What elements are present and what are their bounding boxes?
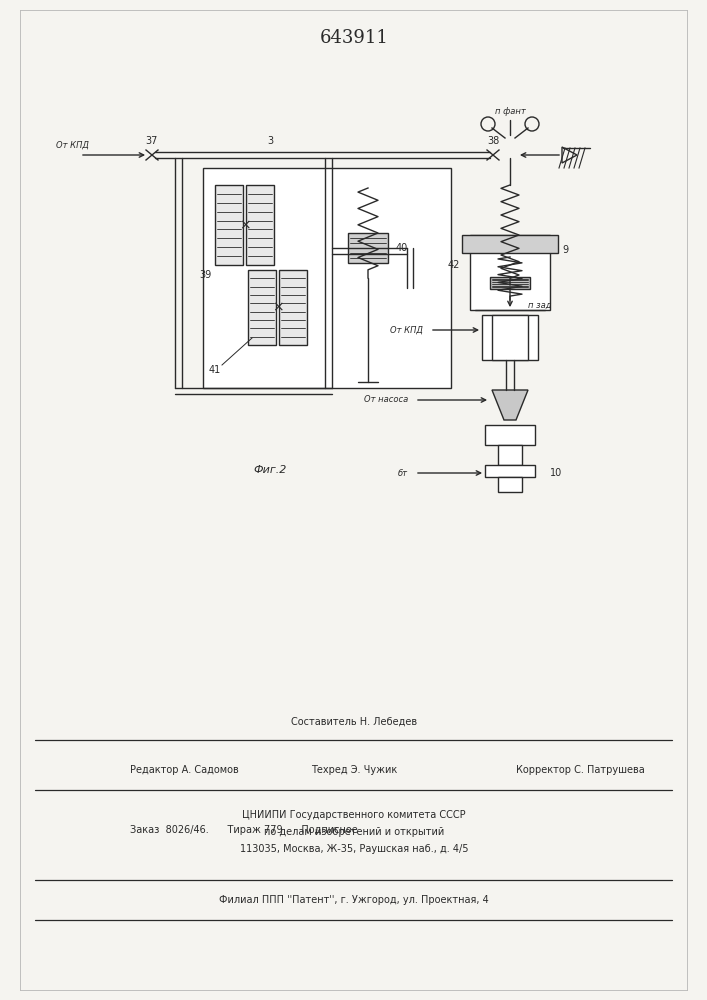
Bar (215, 185, 243, 265)
Text: 643911: 643911 (320, 29, 388, 47)
Text: 3: 3 (267, 136, 273, 146)
Bar (490, 277, 530, 289)
Bar (246, 185, 274, 265)
Text: 113035, Москва, Ж-35, Раушская наб., д. 4/5: 113035, Москва, Ж-35, Раушская наб., д. … (240, 844, 468, 854)
Bar (482, 315, 538, 360)
Bar (498, 477, 522, 492)
Text: ×: × (239, 218, 250, 232)
Bar (485, 465, 535, 477)
Text: 9: 9 (562, 245, 568, 255)
Text: Составитель Н. Лебедев: Составитель Н. Лебедев (291, 717, 417, 727)
Text: Редактор А. Садомов: Редактор А. Садомов (130, 765, 239, 775)
Bar (485, 425, 535, 445)
Bar (470, 235, 550, 310)
Bar (498, 445, 522, 465)
Text: Заказ  8026/46.      Тираж 779      Подписное: Заказ 8026/46. Тираж 779 Подписное (130, 825, 358, 835)
Text: От насоса: От насоса (363, 395, 408, 404)
Bar (348, 233, 388, 263)
Text: 41: 41 (209, 365, 221, 375)
Text: От КПД: От КПД (390, 326, 423, 334)
Text: От КПД: От КПД (56, 140, 88, 149)
Text: Корректор С. Патрушева: Корректор С. Патрушева (515, 765, 644, 775)
Bar (462, 235, 558, 253)
Polygon shape (492, 390, 528, 420)
Text: п фант: п фант (495, 107, 525, 116)
Bar (248, 270, 276, 345)
Text: 40: 40 (396, 243, 408, 253)
Bar (203, 168, 451, 388)
Bar (279, 270, 307, 345)
Bar (492, 315, 528, 360)
Text: ЦНИИПИ Государственного комитета СССР: ЦНИИПИ Государственного комитета СССР (243, 810, 466, 820)
Text: 37: 37 (146, 136, 158, 146)
Text: 38: 38 (487, 136, 499, 146)
Text: по делам изобретений и открытий: по делам изобретений и открытий (264, 827, 444, 837)
Text: Техред Э. Чужик: Техред Э. Чужик (311, 765, 397, 775)
Text: бт: бт (398, 468, 408, 478)
Text: 42: 42 (448, 260, 460, 270)
Text: 10: 10 (550, 468, 562, 478)
Text: Филиал ППП ''Патент'', г. Ужгород, ул. Проектная, 4: Филиал ППП ''Патент'', г. Ужгород, ул. П… (219, 895, 489, 905)
Text: п зад: п зад (528, 300, 551, 310)
Text: 39: 39 (199, 270, 211, 280)
Text: Фиг.2: Фиг.2 (253, 465, 286, 475)
Text: ×: × (271, 300, 284, 314)
